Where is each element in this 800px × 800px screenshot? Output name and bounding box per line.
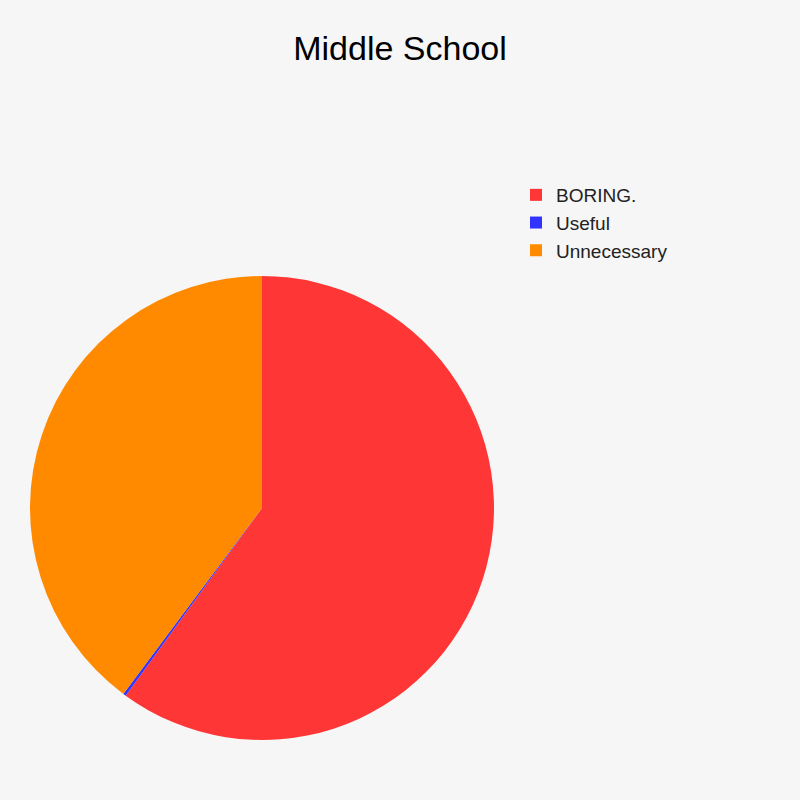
svg-text:Middle School: Middle School: [293, 29, 507, 67]
svg-text:Useful: Useful: [556, 213, 610, 234]
svg-text:Unnecessary: Unnecessary: [556, 241, 667, 262]
svg-text:BORING.: BORING.: [556, 185, 636, 206]
